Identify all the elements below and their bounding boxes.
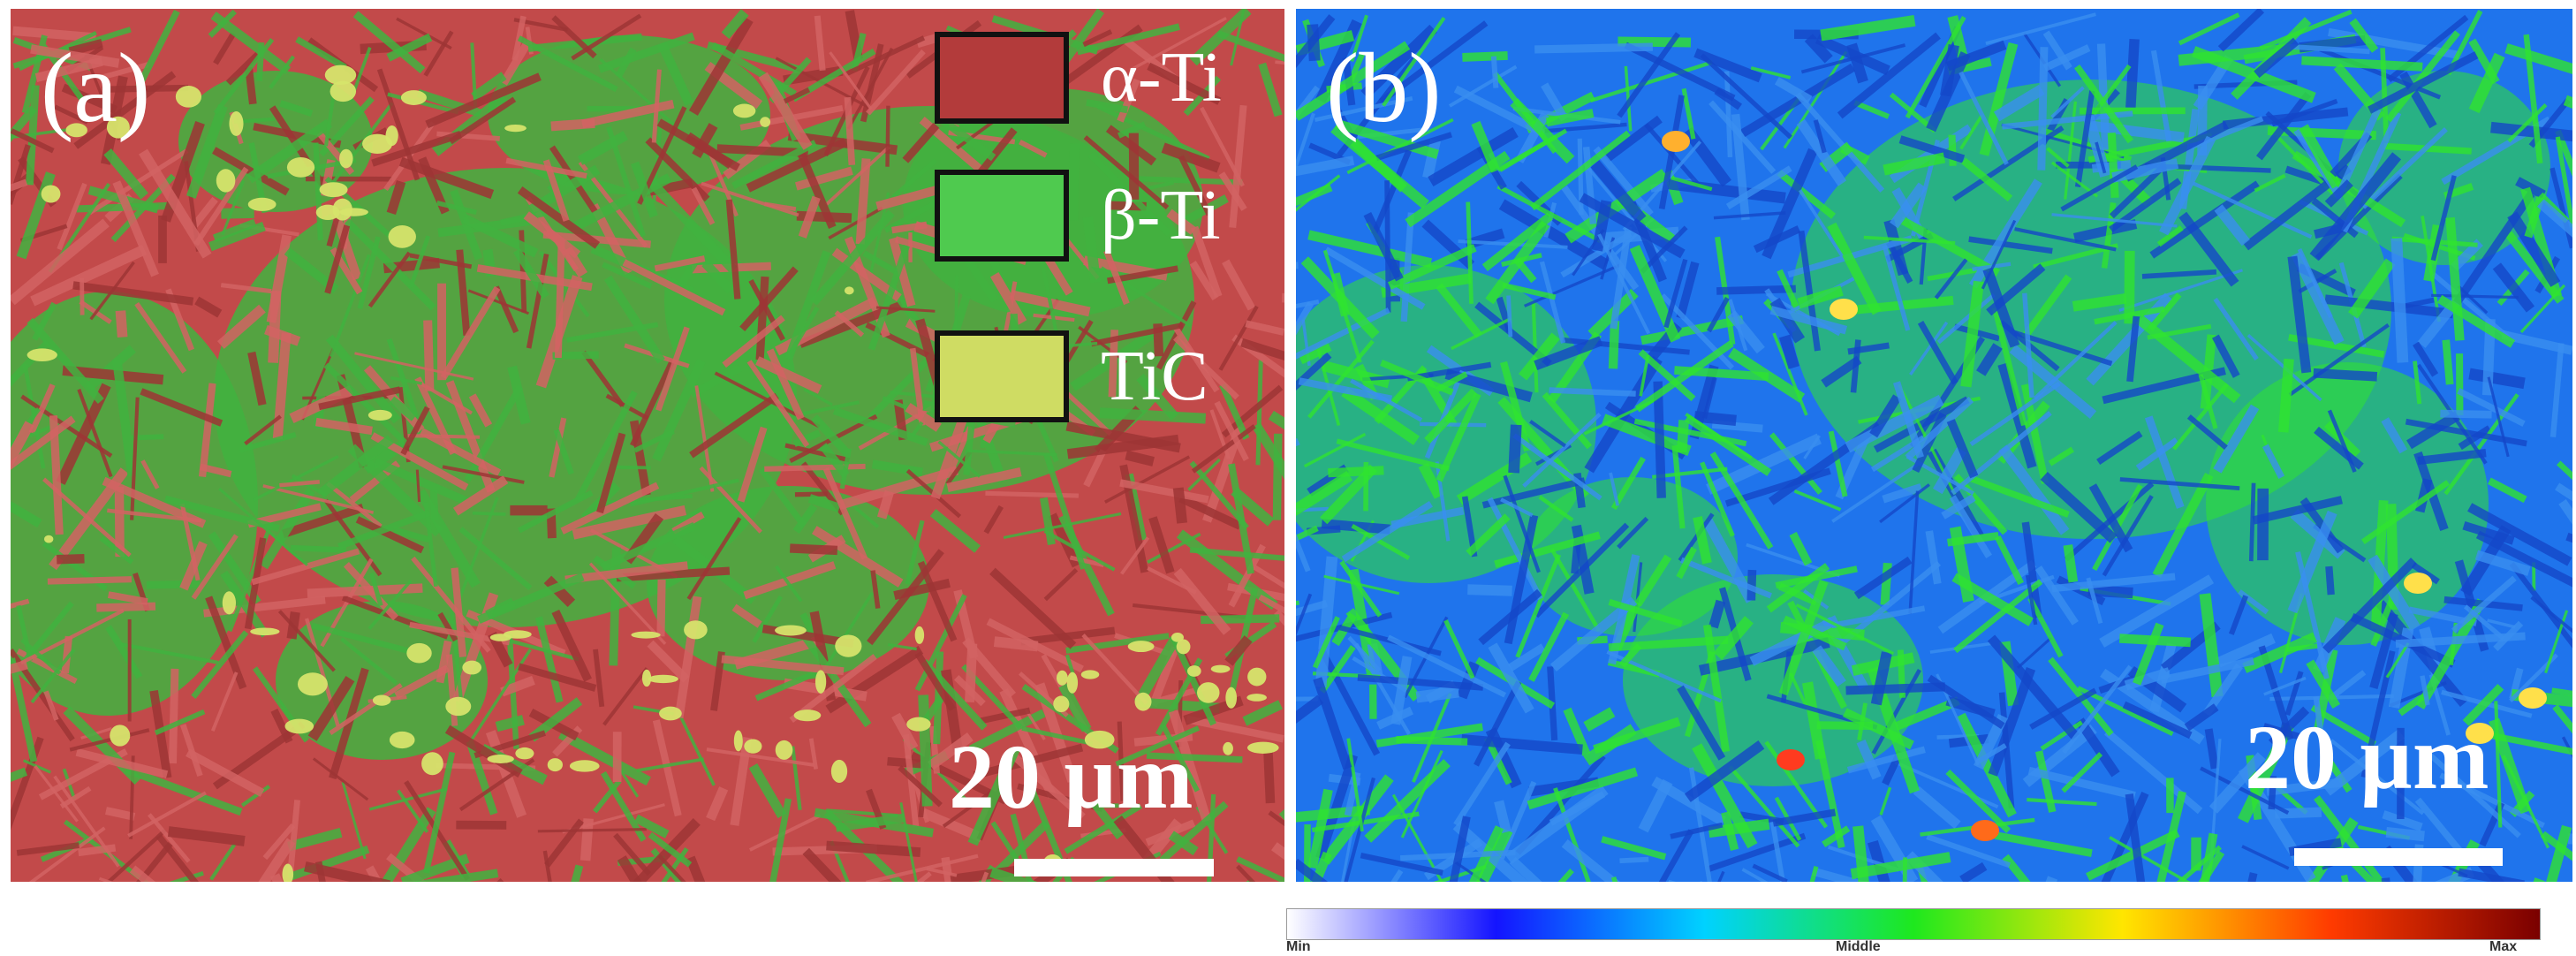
- color-scale-middle-label: Middle: [1836, 939, 1881, 954]
- legend-label: β-Ti: [1101, 177, 1221, 254]
- legend-label: TiC: [1101, 338, 1208, 415]
- legend-item-beta-ti: β-Ti: [921, 170, 1284, 267]
- beta-ti-swatch: [935, 170, 1069, 262]
- scale-bar: [2294, 848, 2503, 866]
- kam-map-panel: (b) 20 µm: [1296, 9, 2572, 882]
- color-scale-min-label: Min: [1286, 939, 1311, 954]
- panel-label: (a): [41, 34, 151, 143]
- color-scale-max-label: Max: [2489, 939, 2518, 954]
- scale-bar: [1014, 859, 1214, 876]
- legend-item-alpha-ti: α-Ti: [921, 32, 1284, 129]
- legend-label: α-Ti: [1101, 39, 1222, 117]
- legend-item-tic: TiC: [921, 330, 1284, 428]
- alpha-ti-swatch: [935, 32, 1069, 124]
- tic-swatch: [935, 330, 1069, 422]
- phase-map-panel: (a) α-Ti β-Ti TiC 20 µm: [11, 9, 1284, 882]
- scale-bar-label: 20 µm: [949, 726, 1193, 828]
- phase-legend: α-Ti β-Ti TiC: [921, 32, 1284, 447]
- panel-label: (b): [1326, 34, 1442, 143]
- kam-map-image: [1296, 9, 2572, 882]
- color-scale-bar: [1286, 908, 2541, 940]
- scale-bar-label: 20 µm: [2245, 707, 2489, 808]
